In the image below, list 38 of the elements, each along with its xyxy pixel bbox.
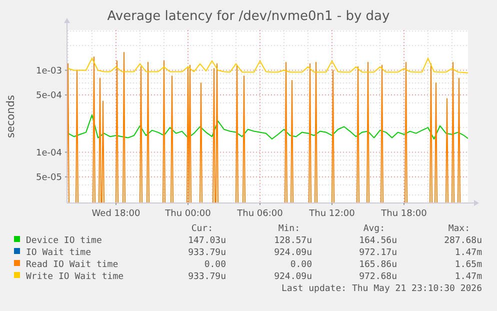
text: 924.09u	[274, 272, 312, 282]
x-tick-label: Thu 06:00	[236, 209, 284, 219]
text: Cur:	[191, 224, 213, 234]
text: 924.09u	[274, 248, 312, 258]
text: 165.86u	[359, 260, 397, 270]
text: 287.68u	[444, 236, 482, 246]
text: 1.47m	[454, 248, 482, 258]
text: Min:	[278, 224, 300, 234]
text: 972.68u	[359, 272, 397, 282]
text: Last update: Thu May 21 23:10:30 2026	[282, 284, 482, 294]
y-tick-label: 1e-03	[36, 66, 62, 76]
x-tick-label: Wed 18:00	[92, 209, 140, 219]
x-tick-label: Thu 18:00	[380, 209, 428, 219]
legend-label: Device IO time	[26, 236, 102, 246]
line-series	[68, 114, 468, 140]
y-tick-label: 1e-04	[36, 148, 62, 158]
text: 147.03u	[188, 236, 226, 246]
text: 0.00	[204, 260, 226, 270]
legend-label: Read IO Wait time	[26, 260, 118, 270]
legend-label: Write IO Wait time	[26, 272, 124, 282]
text: 1.47m	[454, 272, 482, 282]
text: 972.17u	[359, 248, 397, 258]
y-tick-label: 5e-04	[36, 91, 62, 102]
line-series	[68, 58, 468, 74]
legend-label: IO Wait time	[26, 248, 92, 258]
text: Max:	[448, 224, 470, 234]
text: 1.65m	[454, 260, 482, 270]
text: Avg:	[363, 224, 385, 234]
text: 128.57u	[274, 236, 312, 246]
x-tick-label: Thu 00:00	[164, 209, 212, 219]
text: 933.79u	[188, 272, 226, 282]
text: 933.79u	[188, 248, 226, 258]
chart-title: Average latency for /dev/nvme0n1 - by day	[107, 9, 390, 24]
y-tick-label: 5e-05	[36, 173, 62, 184]
text: 0.00	[290, 260, 312, 270]
x-tick-label: Thu 12:00	[308, 209, 356, 219]
y-axis-title: seconds	[5, 95, 17, 138]
text: 164.56u	[359, 236, 397, 246]
